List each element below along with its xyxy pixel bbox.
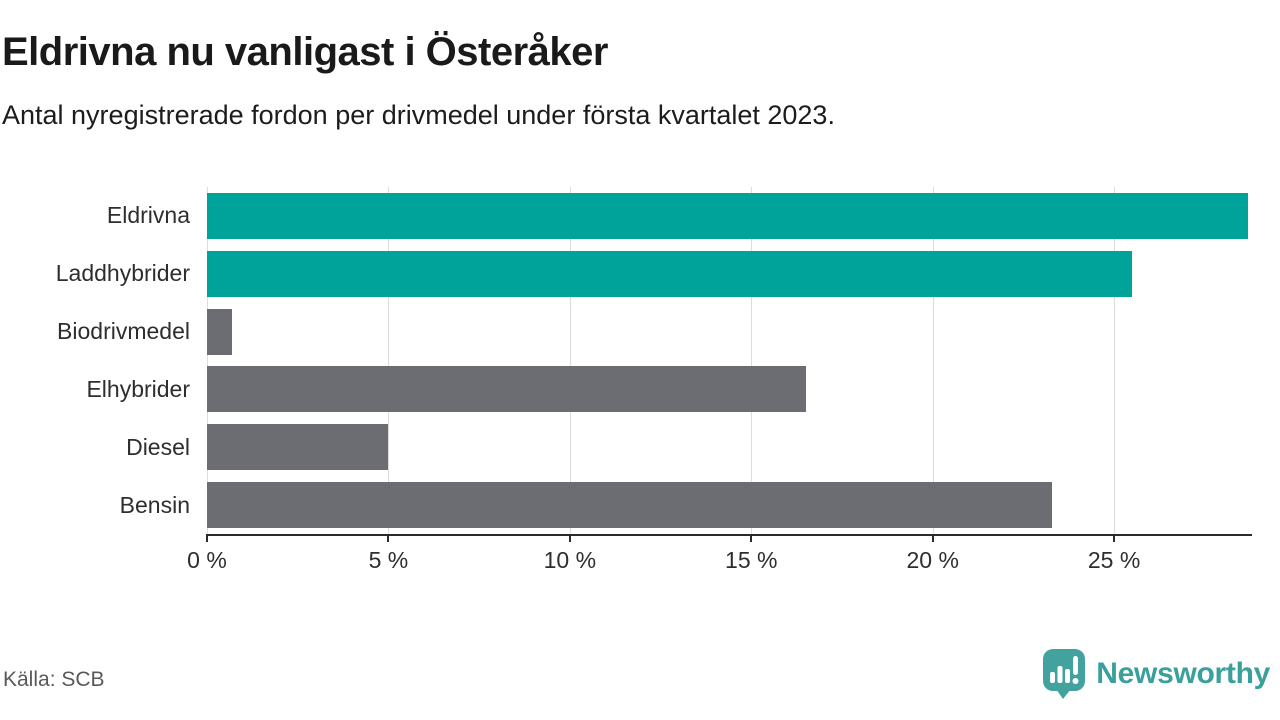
x-tick bbox=[750, 534, 753, 542]
x-tick bbox=[931, 534, 934, 542]
x-tick bbox=[387, 534, 390, 542]
x-tick-label: 5 % bbox=[368, 547, 409, 573]
x-tick-label: 25 % bbox=[1087, 547, 1141, 573]
category-label: Laddhybrider bbox=[55, 260, 190, 287]
category-label: Diesel bbox=[126, 433, 190, 460]
gridline bbox=[1114, 187, 1116, 534]
page-title: Eldrivna nu vanligast i Österåker bbox=[2, 30, 608, 74]
page-subtitle: Antal nyregistrerade fordon per drivmede… bbox=[2, 100, 835, 130]
chart-row: Biodrivmedel bbox=[57, 303, 1252, 361]
bar-chart: 0 % 5 % 10 % 15 % 20 % 25 % Eldrivna Laddhybrid… bbox=[56, 187, 1252, 573]
category-label: Biodrivmedel bbox=[57, 318, 190, 345]
category-label: Elhybrider bbox=[86, 375, 190, 402]
x-tick-label: 20 % bbox=[906, 547, 959, 573]
bar-laddhybrider bbox=[207, 250, 1133, 297]
x-tick bbox=[1113, 534, 1116, 542]
x-tick-label: 10 % bbox=[543, 547, 597, 573]
bar-elhybrider bbox=[207, 366, 806, 413]
category-label: Bensin bbox=[119, 491, 190, 518]
chart-row: Eldrivna bbox=[107, 187, 1252, 245]
chart-row: Bensin bbox=[120, 476, 1252, 534]
gridline bbox=[932, 187, 934, 534]
newsworthy-icon bbox=[1043, 649, 1086, 699]
x-tick-label: 0 % bbox=[187, 547, 227, 573]
x-axis-line bbox=[207, 534, 1252, 536]
bar-diesel bbox=[207, 424, 389, 471]
bar-biodrivmedel bbox=[207, 308, 233, 355]
newsworthy-logo: Newsworthy bbox=[1042, 648, 1270, 700]
x-tick bbox=[206, 534, 208, 542]
x-tick bbox=[568, 534, 571, 542]
category-label: Eldrivna bbox=[106, 202, 190, 229]
x-tick-label: 15 % bbox=[725, 547, 778, 573]
chart-row: Laddhybrider bbox=[56, 245, 1252, 303]
newsworthy-wordmark: Newsworthy bbox=[1096, 657, 1270, 690]
gridline bbox=[569, 187, 571, 534]
gridline bbox=[388, 187, 390, 534]
chart-row: Diesel bbox=[126, 418, 1252, 476]
chart-header: Eldrivna nu vanligast i Österåker Antal … bbox=[2, 30, 1262, 131]
source-note: Källa: SCB bbox=[3, 668, 105, 691]
gridline bbox=[751, 187, 753, 534]
bar-bensin bbox=[207, 482, 1053, 529]
chart-row: Elhybrider bbox=[86, 361, 1252, 419]
gridline bbox=[207, 187, 208, 534]
bar-eldrivna bbox=[207, 192, 1249, 239]
